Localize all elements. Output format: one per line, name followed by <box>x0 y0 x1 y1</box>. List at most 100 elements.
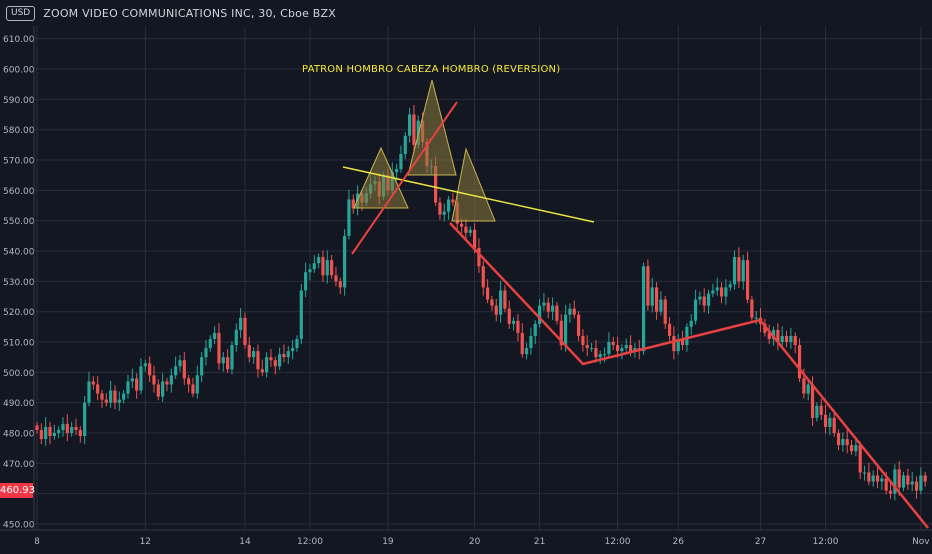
candle-body <box>343 235 347 288</box>
candle-body <box>719 287 724 297</box>
candle-body <box>269 357 273 361</box>
candle-body <box>295 338 299 349</box>
candle-body <box>923 475 927 482</box>
candle-body <box>750 299 754 318</box>
candle-body <box>252 351 256 358</box>
candle-body <box>334 275 338 282</box>
candle-body <box>849 445 854 452</box>
candle-body <box>338 281 342 288</box>
y-tick-label: 470.00 <box>3 460 35 470</box>
candle-body <box>278 354 282 367</box>
candle-body <box>732 257 737 285</box>
currency-badge[interactable]: USD <box>6 5 36 21</box>
candle-body <box>282 354 286 358</box>
neckline[interactable] <box>342 166 595 223</box>
candle-body <box>555 305 559 321</box>
candle-body <box>802 378 806 394</box>
candle-body <box>845 439 849 446</box>
candle-body <box>520 332 524 355</box>
trend-path[interactable] <box>449 222 929 529</box>
candle-body <box>472 229 477 248</box>
candle-body <box>139 366 143 391</box>
candle-body <box>819 405 823 415</box>
x-tick-label: 8 <box>34 537 40 547</box>
candle-body <box>325 260 329 276</box>
chart-header: USD ZOOM VIDEO COMMUNICATIONS INC, 30, C… <box>0 0 336 26</box>
candle-body <box>156 384 160 397</box>
candle-body <box>867 472 871 482</box>
candle-body <box>299 290 303 339</box>
candle-body <box>78 429 82 437</box>
candle-body <box>550 305 555 312</box>
candle-body <box>208 338 212 349</box>
candle-body <box>702 296 706 306</box>
candle-body <box>100 393 104 400</box>
uptrend-line[interactable] <box>351 101 458 255</box>
candle-body <box>880 478 884 482</box>
candle-body <box>234 329 238 346</box>
candle-body <box>537 305 542 324</box>
candle-body <box>217 332 221 364</box>
candle-body <box>169 375 173 385</box>
y-tick-label: 520.00 <box>3 308 35 318</box>
candle-body <box>745 260 750 300</box>
candle-body <box>797 345 802 379</box>
candle-body <box>52 433 56 437</box>
candle-body <box>615 345 620 352</box>
candle-body <box>572 308 576 315</box>
candle-body <box>737 257 741 282</box>
candle-body <box>871 475 875 482</box>
candle-body <box>628 345 633 352</box>
candle-body <box>135 378 139 391</box>
candle-body <box>161 381 165 397</box>
candle-body <box>815 405 819 418</box>
y-tick-label: 590.00 <box>3 96 35 106</box>
candle-body <box>494 305 498 315</box>
pattern-annotation[interactable]: PATRON HOMBRO CABEZA HOMBRO (REVERSION) <box>302 64 561 75</box>
candle-body <box>395 169 399 173</box>
candle-body <box>464 226 468 233</box>
candle-body <box>256 351 260 370</box>
candle-body <box>260 369 264 373</box>
candle-body <box>191 384 195 394</box>
y-tick-label: 540.00 <box>3 248 35 258</box>
candle-body <box>243 317 247 346</box>
candle-body <box>533 323 537 336</box>
candle-body <box>321 257 325 276</box>
candle-body <box>897 469 901 488</box>
candle-body <box>767 332 771 339</box>
x-tick-label: 12:00 <box>605 537 631 547</box>
candle-body <box>438 202 442 215</box>
y-tick-label: 610.00 <box>3 35 35 45</box>
axes: 450.00 470.00 480.00 490.00 500.00 510.00 520.… <box>0 26 932 547</box>
candle-body <box>633 348 637 352</box>
candle-body <box>689 320 693 327</box>
right-shoulder-triangle[interactable] <box>451 147 496 222</box>
candle-body <box>273 360 277 367</box>
candle-body <box>408 114 412 136</box>
x-tick-label: 19 <box>382 537 394 547</box>
candle-body <box>602 354 607 356</box>
x-tick-label: 20 <box>469 537 481 547</box>
head-triangle[interactable] <box>407 79 457 176</box>
candle-body <box>589 348 594 350</box>
candle-body <box>434 166 438 203</box>
candle-body <box>546 302 550 312</box>
candle-body <box>239 317 243 330</box>
y-tick-label: 550.00 <box>3 217 35 227</box>
candle-body <box>611 342 615 346</box>
candle-body <box>698 296 702 300</box>
candle-body <box>178 360 182 367</box>
candle-body <box>200 357 204 376</box>
y-tick-label: 510.00 <box>3 339 35 349</box>
candle-body <box>793 335 797 346</box>
candle-body <box>715 287 719 291</box>
candle-body <box>96 384 100 394</box>
x-tick-label: 21 <box>534 537 545 547</box>
candle-body <box>148 363 152 376</box>
y-tick-label: 570.00 <box>3 157 35 167</box>
x-tick-label: 26 <box>673 537 685 547</box>
candle-body <box>585 345 589 349</box>
